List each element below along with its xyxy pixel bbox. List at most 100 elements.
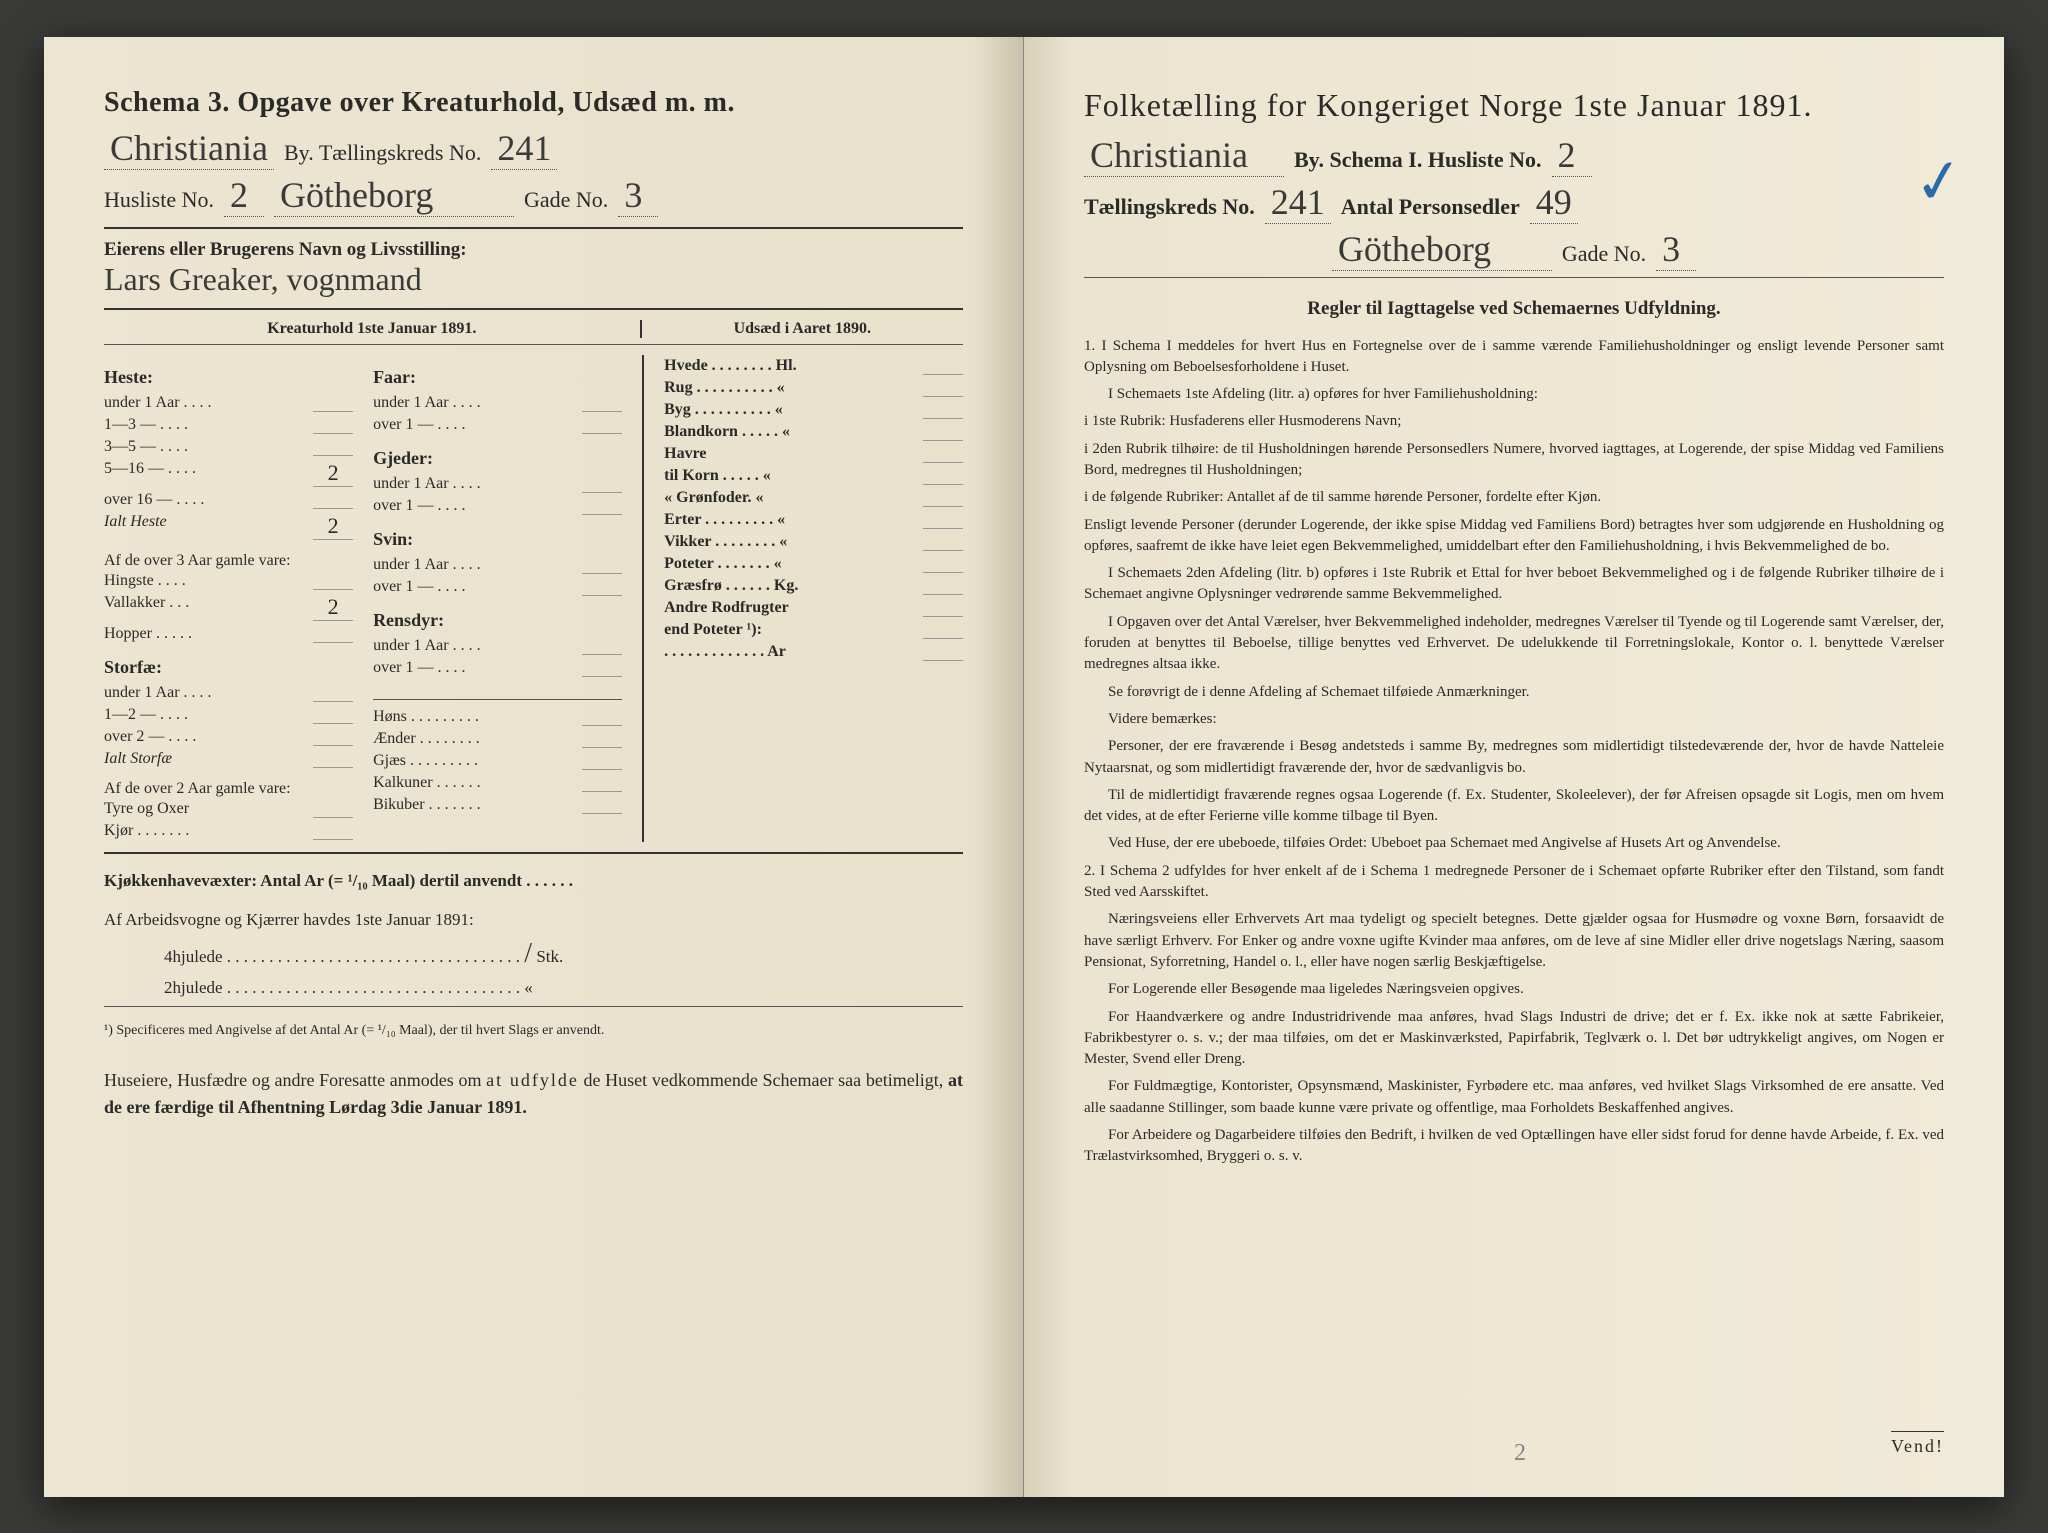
rule-p: I Schemaets 1ste Afdeling (litr. a) opfø…: [1084, 384, 1944, 405]
row-label: Gjæs . . . . . . . . .: [373, 752, 582, 770]
row-value: [582, 556, 622, 574]
table-row: Hopper . . . . .: [104, 623, 353, 645]
table-row: over 1 — . . . .: [373, 414, 622, 436]
heste-title: Heste:: [104, 367, 353, 388]
row-label: Bikuber . . . . . . .: [373, 796, 582, 814]
rule-p: i 1ste Rubrik: Husfaderens eller Husmode…: [1084, 411, 1944, 432]
regler-title: Regler til Iagttagelse ved Schemaernes U…: [1084, 298, 1944, 320]
rule-p: Næringsveiens eller Erhvervets Art maa t…: [1084, 909, 1944, 973]
ialt-storfe-label: Ialt Storfæ: [104, 750, 313, 768]
row-value: [313, 491, 353, 509]
row-value: [582, 416, 622, 434]
row-label: over 1 — . . . .: [373, 497, 582, 515]
row-value: [923, 379, 963, 397]
table-row: under 1 Aar . . . .: [373, 554, 622, 576]
row-label: over 1 — . . . .: [373, 578, 582, 596]
city-field: Christiania: [104, 127, 274, 170]
husliste-no-r: 2: [1552, 134, 1592, 177]
row-label: Kjør . . . . . . .: [104, 822, 313, 840]
table-row: 1—2 — . . . .: [104, 704, 353, 726]
right-page: Folketælling for Kongeriget Norge 1ste J…: [1024, 37, 2004, 1497]
row-value: [313, 822, 353, 840]
gade-label-r: Gade No.: [1562, 241, 1646, 267]
udsaed-title: Udsæd i Aaret 1890.: [640, 320, 963, 338]
hjul4: 4hjulede . . . . . . . . . . . . . . . .…: [164, 947, 520, 966]
group-title: Faar:: [373, 367, 622, 388]
city-r: Christiania: [1084, 134, 1284, 177]
rule-p: 2. I Schema 2 udfyldes for hver enkelt a…: [1084, 861, 1944, 904]
table-row: Vikker . . . . . . . . «: [664, 531, 963, 553]
table-row: over 2 — . . . .: [104, 726, 353, 748]
col2: Faar:under 1 Aar . . . .over 1 — . . . .…: [373, 355, 622, 842]
table-row: 5—16 — . . . .2: [104, 458, 353, 489]
row-value: [313, 706, 353, 724]
row-label: under 1 Aar . . . .: [373, 556, 582, 574]
schema3-title: Schema 3. Opgave over Kreaturhold, Udsæd…: [104, 87, 963, 119]
street-field: Götheborg: [274, 174, 514, 217]
row-value: [923, 511, 963, 529]
row-value: [582, 796, 622, 814]
row-label: 1—3 — . . . .: [104, 416, 313, 434]
group-title: Gjeder:: [373, 448, 622, 469]
col1: Heste: under 1 Aar . . . .1—3 — . . . .3…: [104, 355, 353, 842]
row-label: Erter . . . . . . . . . «: [664, 511, 923, 529]
row-label: Høns . . . . . . . . .: [373, 708, 582, 726]
eier-value: Lars Greaker, vognmand: [104, 261, 963, 298]
row-value: [313, 684, 353, 702]
husliste-no: 2: [224, 174, 264, 217]
row-label: til Korn . . . . . «: [664, 467, 923, 485]
hjul2: 2hjulede . . . . . . . . . . . . . . . .…: [164, 978, 533, 997]
row-label: Vallakker . . .: [104, 594, 313, 621]
row-label: Blandkorn . . . . . «: [664, 423, 923, 441]
row-value: [923, 555, 963, 573]
rule-p: Personer, der ere fraværende i Besøg and…: [1084, 736, 1944, 779]
by-label: By. Tællingskreds No.: [284, 140, 481, 166]
row-label: Vikker . . . . . . . . «: [664, 533, 923, 551]
row-label: Tyre og Oxer: [104, 800, 313, 818]
page-number: 2: [1514, 1440, 1526, 1467]
row-label: Hvede . . . . . . . . Hl.: [664, 357, 923, 375]
row-value: [313, 728, 353, 746]
table-row: Hingste . . . .: [104, 570, 353, 592]
table-row: Hvede . . . . . . . . Hl.: [664, 355, 963, 377]
row-label: Græsfrø . . . . . . Kg.: [664, 577, 923, 595]
gade-no-r: 3: [1656, 228, 1696, 271]
row-value: [582, 659, 622, 677]
row-value: [313, 800, 353, 818]
closing-text: Huseiere, Husfædre og andre Foresatte an…: [104, 1067, 963, 1123]
over3-label: Af de over 3 Aar gamle vare:: [104, 552, 353, 570]
rule-p: I Schemaets 2den Afdeling (litr. b) opfø…: [1084, 563, 1944, 606]
rule-p: 1. I Schema I meddeles for hvert Hus en …: [1084, 336, 1944, 379]
by-label-r: By. Schema I. Husliste No.: [1294, 147, 1542, 173]
kreds-no-r: 241: [1265, 181, 1331, 224]
table-row: under 1 Aar . . . .: [104, 682, 353, 704]
row-value: [313, 416, 353, 434]
row-label: under 1 Aar . . . .: [104, 684, 313, 702]
row-value: [582, 578, 622, 596]
document-spread: Schema 3. Opgave over Kreaturhold, Udsæd…: [44, 37, 2004, 1497]
rules-body: 1. I Schema I meddeles for hvert Hus en …: [1084, 336, 1944, 1168]
row-value: [923, 621, 963, 639]
rule-p: Ved Huse, der ere ubeboede, tilføies Ord…: [1084, 833, 1944, 854]
row-value: [923, 599, 963, 617]
rule-p: Til de midlertidigt fraværende regnes og…: [1084, 785, 1944, 828]
census-title: Folketælling for Kongeriget Norge 1ste J…: [1084, 87, 1944, 124]
row-label: under 1 Aar . . . .: [373, 475, 582, 493]
table-row: under 1 Aar . . . .: [373, 392, 622, 414]
table-row: Græsfrø . . . . . . Kg.: [664, 575, 963, 597]
rule-p: For Fuldmægtige, Kontorister, Opsynsmænd…: [1084, 1076, 1944, 1119]
row-label: end Poteter ¹):: [664, 621, 923, 639]
rule-p: I Opgaven over det Antal Værelser, hver …: [1084, 612, 1944, 676]
antal-label: Antal Personsedler: [1341, 194, 1520, 220]
row-value: [313, 625, 353, 643]
table-row: Tyre og Oxer: [104, 798, 353, 820]
row-value: [582, 637, 622, 655]
row-value: [582, 708, 622, 726]
row-value: [923, 577, 963, 595]
row-value: 2: [313, 460, 353, 487]
kreds-label-r: Tællingskreds No.: [1084, 194, 1255, 220]
group-title: Svin:: [373, 529, 622, 550]
over2-label: Af de over 2 Aar gamle vare:: [104, 780, 353, 798]
row-label: Havre: [664, 445, 923, 463]
husliste-label: Husliste No.: [104, 187, 214, 213]
